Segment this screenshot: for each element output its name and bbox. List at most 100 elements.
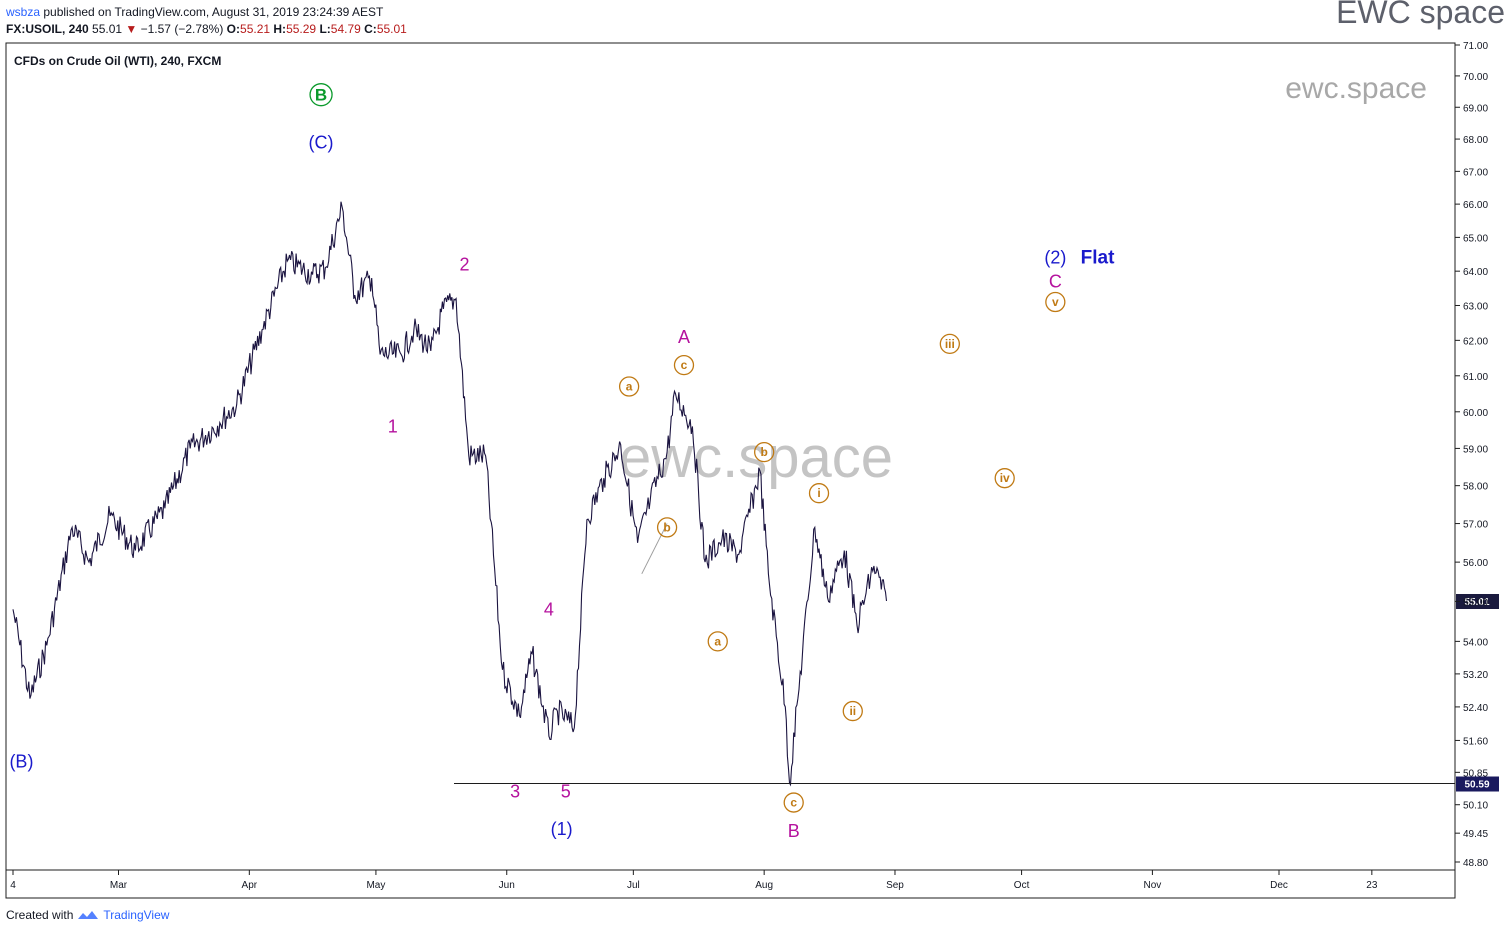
wave-circle-text: iii <box>945 337 955 351</box>
wave-text: 4 <box>544 599 554 619</box>
tradingview-link[interactable]: TradingView <box>103 908 170 922</box>
wave-circle-text: c <box>681 358 688 372</box>
y-tick-label: 66.00 <box>1463 200 1488 211</box>
wave-label-C[interactable]: C <box>1049 271 1062 291</box>
wave-label-p1p[interactable]: (1) <box>551 819 573 839</box>
x-tick-label: Dec <box>1270 880 1288 891</box>
y-tick-label: 70.00 <box>1463 72 1488 83</box>
x-tick-label: 23 <box>1366 880 1378 891</box>
wave-label-B[interactable]: B <box>788 821 800 841</box>
wave-circle-text: a <box>626 380 633 394</box>
wave-circle-text: ii <box>849 704 856 718</box>
y-tick-label: 69.00 <box>1463 103 1488 114</box>
wave-label-v[interactable]: v <box>1045 291 1066 313</box>
wave-label-p2p[interactable]: (2) <box>1044 248 1066 268</box>
y-tick-label: 67.00 <box>1463 167 1488 178</box>
x-tick-label: Sep <box>886 880 904 891</box>
wave-label-ii[interactable]: ii <box>842 700 863 722</box>
x-tick-label: Nov <box>1144 880 1162 891</box>
wave-circle-mark <box>707 631 728 652</box>
change-text: −1.57 (−2.78%) <box>137 22 227 36</box>
wave-label-a[interactable]: a <box>618 376 640 397</box>
wave-text: (2) <box>1044 248 1066 268</box>
created-with: Created with <box>6 908 74 922</box>
y-tick-label: 54.00 <box>1463 637 1488 648</box>
wave-text: (C) <box>309 132 334 152</box>
y-tick-label: 55.00 <box>1463 597 1488 608</box>
wave-label-b[interactable]: b <box>754 441 775 463</box>
wave-label-iii[interactable]: iii <box>939 333 960 355</box>
wave-label-a[interactable]: a <box>707 631 728 652</box>
wave-circle-mark <box>808 483 830 504</box>
wave-label-B[interactable]: B <box>309 83 333 107</box>
x-tick-label: 4 <box>10 880 16 891</box>
wave-circle-text: i <box>817 486 820 500</box>
close-label: C: <box>364 22 377 36</box>
y-tick-label: 68.00 <box>1463 135 1488 146</box>
wave-circle-mark <box>309 83 333 107</box>
y-tick-label: 48.80 <box>1463 858 1488 869</box>
wave-text: (B) <box>9 752 33 772</box>
wave-label-b[interactable]: b <box>656 517 678 538</box>
wave-circle-text: v <box>1052 295 1059 309</box>
x-tick-label: Aug <box>755 880 773 891</box>
wave-circle-mark <box>673 354 695 376</box>
wave-label-pCp[interactable]: (C) <box>309 132 334 152</box>
wave-text: 2 <box>460 254 470 274</box>
y-tick-label: 64.00 <box>1463 267 1488 278</box>
wave-label-A[interactable]: A <box>678 327 690 347</box>
wave-circle-mark <box>1045 291 1066 313</box>
current-price-tag <box>1456 593 1499 609</box>
y-tick-label: 61.00 <box>1463 372 1488 383</box>
wave-label-pBp[interactable]: (B) <box>9 752 33 772</box>
down-arrow-icon: ▼ <box>125 22 138 36</box>
y-tick-label: 56.00 <box>1463 558 1488 569</box>
y-tick-label: 60.00 <box>1463 408 1488 419</box>
brand-top: EWC space <box>1336 0 1505 30</box>
wave-circle-text: b <box>663 520 670 534</box>
wave-label-1[interactable]: 1 <box>388 416 398 436</box>
chart-title: CFDs on Crude Oil (WTI), 240, FXCM <box>14 54 221 68</box>
wave-text: 3 <box>510 782 520 802</box>
footer: Created with TradingView <box>6 908 169 922</box>
y-tick-label: 71.00 <box>1463 41 1488 52</box>
wave-text: B <box>788 821 800 841</box>
wave-label-c[interactable]: c <box>783 792 804 813</box>
y-tick-label: 53.20 <box>1463 670 1488 681</box>
wave-circle-mark <box>618 376 640 397</box>
y-tick-label: 50.85 <box>1463 768 1488 779</box>
wave-circle-mark <box>939 333 960 355</box>
watermark-right: ewc.space <box>1285 72 1427 105</box>
x-tick-label: Oct <box>1014 880 1030 891</box>
wave-label-iv[interactable]: iv <box>994 468 1015 489</box>
y-tick-label: 51.60 <box>1463 736 1488 747</box>
wave-text: Flat <box>1081 248 1115 269</box>
y-tick-label: 49.45 <box>1463 829 1488 840</box>
wave-text: 1 <box>388 416 398 436</box>
wave-label-5[interactable]: 5 <box>561 782 571 802</box>
time-axis-frame <box>5 869 1456 899</box>
current-price-label: 55.01 <box>1464 597 1489 608</box>
tradingview-logo-icon <box>78 911 99 919</box>
wave-label-2[interactable]: 2 <box>460 254 470 274</box>
y-tick-label: 59.00 <box>1463 444 1488 455</box>
y-tick-label: 62.00 <box>1463 336 1488 347</box>
wave-circle-text: a <box>714 634 721 648</box>
low-label: L: <box>319 22 331 36</box>
wave-circle-mark <box>656 517 678 538</box>
author-link[interactable]: wsbza <box>6 5 41 19</box>
level-price-tag <box>1456 776 1499 792</box>
wave-circle-text: b <box>760 445 767 459</box>
wave-text: 5 <box>561 782 571 802</box>
ohlc-legend: FX:USOIL, 240 55.01 ▼ −1.57 (−2.78%) O:5… <box>6 22 407 36</box>
wave-text: C <box>1049 271 1062 291</box>
wave-circle-mark <box>842 700 863 722</box>
wave-label-Flat[interactable]: Flat <box>1081 248 1115 269</box>
x-tick-label: Apr <box>242 880 258 891</box>
wave-label-4[interactable]: 4 <box>544 599 554 619</box>
wave-label-c[interactable]: c <box>673 354 695 376</box>
wave-label-3[interactable]: 3 <box>510 782 520 802</box>
trendline[interactable] <box>641 523 668 575</box>
wave-label-i[interactable]: i <box>808 483 830 504</box>
